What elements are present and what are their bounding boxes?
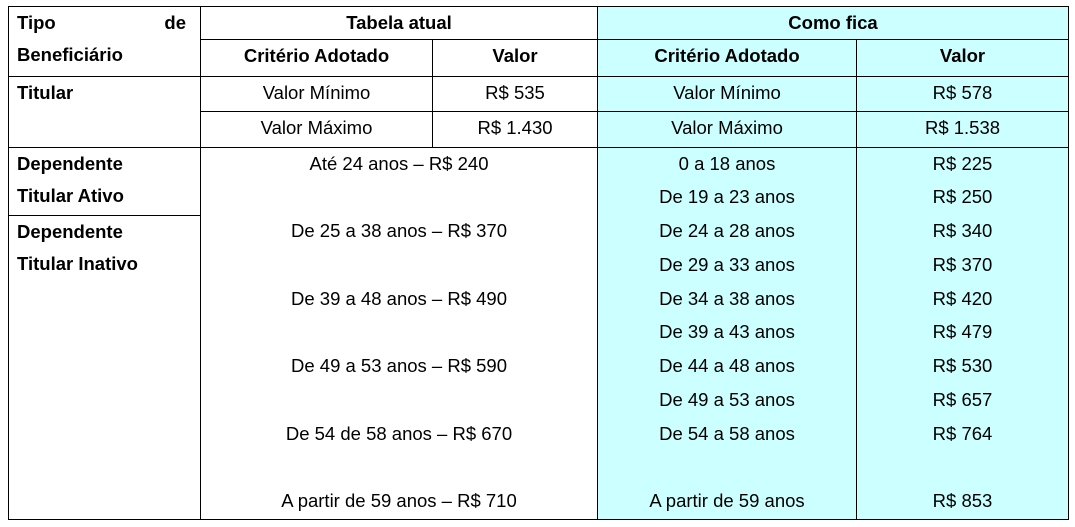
old-dependent-range — [200, 248, 598, 283]
table-row: Dependente Titular Ativo Até 24 anos – R$ … — [8, 147, 1069, 216]
header-old-criterio: Critério Adotado — [200, 39, 433, 77]
old-dependent-range: De 49 a 53 anos – R$ 590 — [200, 350, 598, 385]
old-dependent-range: De 25 a 38 anos – R$ 370 — [200, 215, 598, 249]
old-dependent-range: De 54 de 58 anos – R$ 670 — [200, 417, 598, 452]
old-dependent-range — [200, 384, 598, 418]
new-criterio: De 39 a 43 anos — [597, 316, 857, 351]
table-row: De 29 a 33 anos R$ 370 — [9, 248, 1069, 283]
dependente-ativo-label: Dependente Titular Ativo — [8, 147, 201, 216]
header-new-valor: Valor — [856, 39, 1069, 77]
header-text: Beneficiário — [17, 44, 123, 65]
header-como-fica: Como fica — [597, 6, 1069, 40]
old-criterio: Valor Máximo — [200, 111, 433, 148]
new-criterio: De 54 a 58 anos — [597, 417, 857, 452]
new-valor: R$ 764 — [856, 417, 1069, 452]
old-valor: R$ 535 — [432, 76, 598, 112]
table-row: De 54 de 58 anos – R$ 670 De 54 a 58 anos… — [9, 417, 1069, 452]
new-valor: R$ 370 — [856, 248, 1069, 283]
new-valor: R$ 479 — [856, 316, 1069, 351]
new-criterio: De 29 a 33 anos — [597, 248, 857, 283]
new-criterio: De 49 a 53 anos — [597, 384, 857, 418]
header-old-valor: Valor — [432, 39, 598, 77]
new-criterio: Valor Máximo — [597, 111, 857, 148]
header-tabela-atual: Tabela atual — [200, 6, 598, 40]
new-valor: R$ 420 — [856, 282, 1069, 317]
old-dependent-range: Até 24 anos – R$ 240 — [200, 147, 598, 182]
table-row: De 49 a 53 anos – R$ 590 De 44 a 48 anos R… — [9, 350, 1069, 385]
new-criterio: De 34 a 38 anos — [597, 282, 857, 317]
new-valor: R$ 340 — [856, 215, 1069, 249]
table-row: Valor Máximo R$ 1.430 Valor Máximo R$ 1.… — [9, 111, 1069, 148]
new-criterio: De 19 a 23 anos — [597, 181, 857, 216]
old-dependent-range — [200, 181, 598, 216]
new-criterio: A partir de 59 anos — [597, 485, 857, 520]
table-row: De 39 a 48 anos – R$ 490 De 34 a 38 anos R… — [9, 282, 1069, 317]
new-valor: R$ 530 — [856, 350, 1069, 385]
table-row: A partir de 59 anos – R$ 710 A partir de … — [9, 485, 1069, 520]
new-valor: R$ 578 — [856, 76, 1069, 112]
old-dependent-range — [200, 316, 598, 351]
label-line: Titular Ativo — [17, 185, 124, 206]
new-valor: R$ 225 — [856, 147, 1069, 182]
header-new-criterio: Critério Adotado — [597, 39, 857, 77]
table-row — [9, 451, 1069, 486]
table-row: De 19 a 23 anos R$ 250 — [9, 181, 1069, 216]
new-criterio — [597, 451, 857, 486]
table-row: De 39 a 43 anos R$ 479 — [9, 316, 1069, 351]
new-valor: R$ 1.538 — [856, 111, 1069, 148]
comparison-table: Tipo de Beneficiário Tabela atual Como fi… — [8, 6, 1069, 520]
table-row: Dependente Titular Inativo De 25 a 38 anos… — [8, 214, 1069, 520]
old-dependent-range — [200, 451, 598, 486]
header-text: Tipo — [17, 12, 56, 33]
old-valor: R$ 1.430 — [432, 111, 598, 148]
old-criterio: Valor Mínimo — [200, 76, 433, 112]
new-valor: R$ 657 — [856, 384, 1069, 418]
titular-label: Titular — [8, 76, 201, 148]
new-valor: R$ 250 — [856, 181, 1069, 216]
table-row: De 49 a 53 anos R$ 657 — [9, 384, 1069, 418]
label-line: Dependente — [17, 153, 123, 174]
new-criterio: 0 a 18 anos — [597, 147, 857, 182]
new-valor: R$ 853 — [856, 485, 1069, 520]
new-criterio: De 24 a 28 anos — [597, 215, 857, 249]
old-dependent-range: De 39 a 48 anos – R$ 490 — [200, 282, 598, 317]
new-criterio: Valor Mínimo — [597, 76, 857, 112]
new-valor — [856, 451, 1069, 486]
label-line: Dependente — [17, 220, 123, 242]
new-criterio: De 44 a 48 anos — [597, 350, 857, 385]
table-row: Titular Valor Mínimo R$ 535 Valor Mínimo… — [8, 76, 1069, 148]
dependente-inativo-label: Dependente Titular Inativo — [8, 214, 201, 520]
header-tipo-beneficiario: Tipo de Beneficiário — [8, 6, 201, 77]
old-dependent-range: A partir de 59 anos – R$ 710 — [200, 485, 598, 520]
label-line: Titular Inativo — [17, 252, 138, 274]
header-text: de — [164, 12, 186, 33]
